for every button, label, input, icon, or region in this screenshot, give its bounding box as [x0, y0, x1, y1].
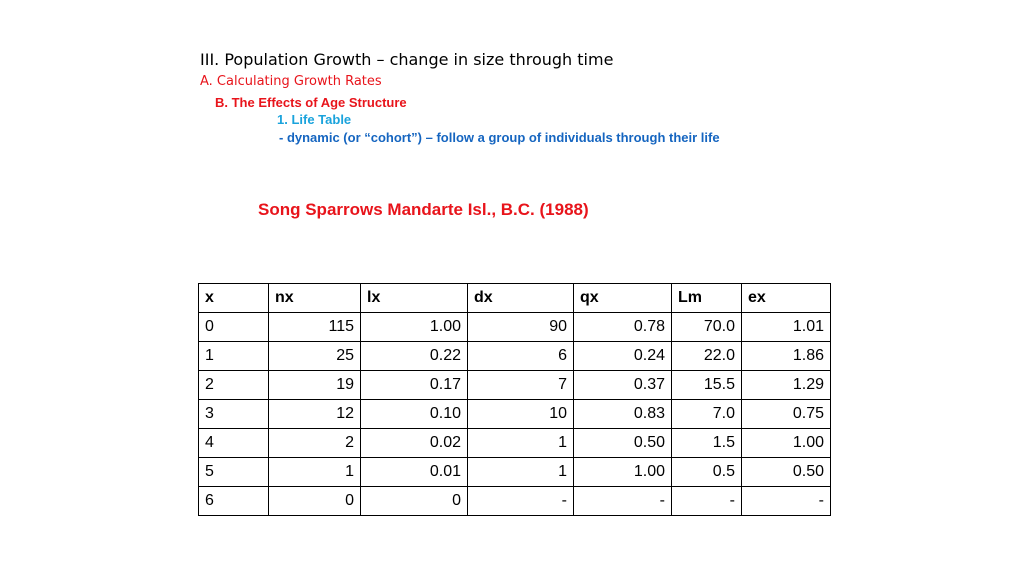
table-cell: 1.00 — [741, 428, 831, 458]
table-cell: 0.50 — [741, 457, 831, 487]
table-cell: 25 — [268, 341, 361, 371]
column-header-qx: qx — [573, 283, 672, 313]
column-header-lm: Lm — [671, 283, 742, 313]
column-header-x: x — [198, 283, 269, 313]
table-cell: 2 — [198, 370, 269, 400]
table-cell: 0.37 — [573, 370, 672, 400]
table-cell: 1 — [467, 457, 574, 487]
table-cell: - — [573, 486, 672, 516]
table-cell: 0.22 — [360, 341, 468, 371]
table-row: 6 0 0 - - - - — [198, 486, 831, 516]
table-row: 3 12 0.10 10 0.83 7.0 0.75 — [198, 399, 831, 429]
section-a-heading: A. Calculating Growth Rates — [200, 74, 382, 89]
table-cell: 0 — [360, 486, 468, 516]
table-cell: 10 — [467, 399, 574, 429]
table-cell: 1 — [198, 341, 269, 371]
table-cell: 5 — [198, 457, 269, 487]
table-cell: 1.86 — [741, 341, 831, 371]
table-cell: 15.5 — [671, 370, 742, 400]
table-cell: 70.0 — [671, 312, 742, 342]
table-cell: 0.75 — [741, 399, 831, 429]
table-cell: 0.24 — [573, 341, 672, 371]
table-cell: 3 — [198, 399, 269, 429]
table-cell: 0.17 — [360, 370, 468, 400]
table-row: 5 1 0.01 1 1.00 0.5 0.50 — [198, 457, 831, 487]
slide-title: III. Population Growth – change in size … — [200, 50, 614, 69]
table-cell: 0.10 — [360, 399, 468, 429]
table-row: 4 2 0.02 1 0.50 1.5 1.00 — [198, 428, 831, 458]
table-cell: 1.5 — [671, 428, 742, 458]
table-cell: 0.78 — [573, 312, 672, 342]
table-cell: 0 — [268, 486, 361, 516]
table-cell: 0 — [198, 312, 269, 342]
table-cell: 12 — [268, 399, 361, 429]
table-cell: 1.00 — [573, 457, 672, 487]
table-cell: 0.5 — [671, 457, 742, 487]
table-header-row: x nx lx dx qx Lm ex — [198, 283, 831, 313]
life-table-heading: 1. Life Table — [277, 112, 352, 127]
table-cell: 6 — [467, 341, 574, 371]
table-row: 1 25 0.22 6 0.24 22.0 1.86 — [198, 341, 831, 371]
life-table-description: - dynamic (or “cohort”) – follow a group… — [279, 130, 720, 145]
table-cell: 1.29 — [741, 370, 831, 400]
table-cell: 90 — [467, 312, 574, 342]
table-cell: 2 — [268, 428, 361, 458]
table-cell: 1 — [467, 428, 574, 458]
table-cell: 4 — [198, 428, 269, 458]
table-cell: 115 — [268, 312, 361, 342]
table-cell: 22.0 — [671, 341, 742, 371]
table-cell: 0.02 — [360, 428, 468, 458]
column-header-dx: dx — [467, 283, 574, 313]
table-cell: 7.0 — [671, 399, 742, 429]
table-caption: Song Sparrows Mandarte Isl., B.C. (1988) — [258, 200, 589, 219]
section-b-heading: B. The Effects of Age Structure — [215, 95, 407, 110]
table-cell: - — [467, 486, 574, 516]
table-cell: 0.50 — [573, 428, 672, 458]
table-cell: 1.01 — [741, 312, 831, 342]
table-cell: 7 — [467, 370, 574, 400]
table-cell: 1 — [268, 457, 361, 487]
table-cell: 1.00 — [360, 312, 468, 342]
table-cell: 0.01 — [360, 457, 468, 487]
table-cell: 19 — [268, 370, 361, 400]
table-body: 0 115 1.00 90 0.78 70.0 1.01 1 25 0.22 6… — [198, 312, 831, 516]
column-header-nx: nx — [268, 283, 361, 313]
table-cell: - — [741, 486, 831, 516]
column-header-ex: ex — [741, 283, 831, 313]
table-cell: - — [671, 486, 742, 516]
table-row: 2 19 0.17 7 0.37 15.5 1.29 — [198, 370, 831, 400]
column-header-lx: lx — [360, 283, 468, 313]
life-table: x nx lx dx qx Lm ex 0 115 1.00 90 0.78 7… — [198, 283, 831, 516]
table-cell: 0.83 — [573, 399, 672, 429]
table-row: 0 115 1.00 90 0.78 70.0 1.01 — [198, 312, 831, 342]
table-cell: 6 — [198, 486, 269, 516]
